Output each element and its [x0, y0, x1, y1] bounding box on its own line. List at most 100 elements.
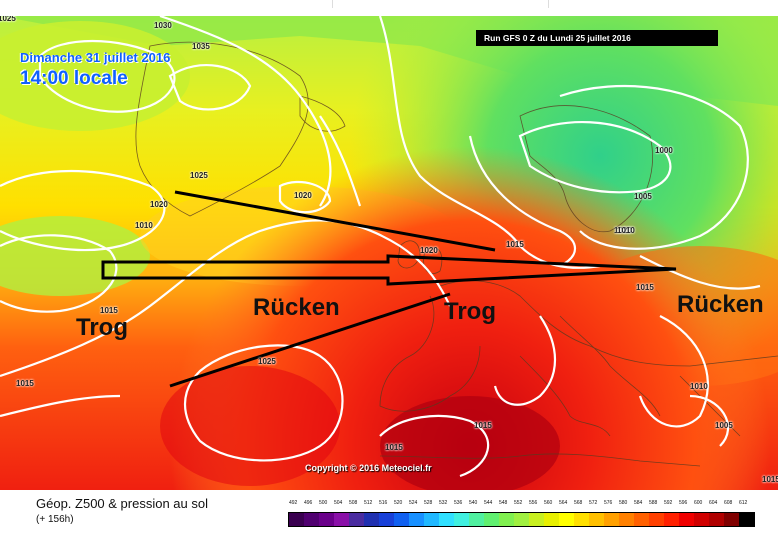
- scale-tick-label: 572: [589, 500, 598, 506]
- color-scale-legend: 492 496 500 504 508 512 516 520 524 528 532 536 540 5…: [288, 500, 756, 527]
- isobar-label: 1025: [258, 357, 276, 366]
- scale-tick-label: 556: [529, 500, 538, 506]
- scale-color-cell: [709, 513, 724, 526]
- scale-color-cell: [574, 513, 589, 526]
- scale-tick-label: 500: [319, 500, 328, 506]
- scale-tick-label: 584: [634, 500, 643, 506]
- scale-color-cell: [739, 513, 754, 526]
- forecast-hour-label: (+ 156h): [36, 514, 74, 525]
- isobar-label: 1010: [135, 221, 153, 230]
- scale-tick-label: 544: [484, 500, 493, 506]
- isobar-label: 1020: [294, 191, 312, 200]
- ridge-label-east: Rücken: [677, 291, 764, 318]
- scale-color-cell: [409, 513, 424, 526]
- scale-color-cell: [514, 513, 529, 526]
- arrow-lines: [101, 190, 677, 388]
- ridge-label-west: Rücken: [253, 294, 340, 321]
- scale-color-cell: [679, 513, 694, 526]
- model-run-label: Run GFS 0 Z du Lundi 25 juillet 2016: [476, 30, 718, 46]
- scale-color-cell: [544, 513, 559, 526]
- scale-color-cell: [649, 513, 664, 526]
- page-right-edge: [778, 16, 782, 541]
- scale-tick-label: 592: [664, 500, 673, 506]
- scale-color-cell: [499, 513, 514, 526]
- scale-tick-label: 608: [724, 500, 733, 506]
- isobar-label: 1005: [634, 192, 652, 201]
- weather-map: Dimanche 31 juillet 2016 14:00 locale 10…: [0, 16, 778, 490]
- isobar-lines: [0, 16, 761, 478]
- scale-tick-label: 552: [514, 500, 523, 506]
- isobar-label: 1010: [690, 382, 708, 391]
- isobar-label: 1005: [715, 421, 733, 430]
- scale-color-cell: [454, 513, 469, 526]
- trough-label-central: Trog: [444, 298, 496, 325]
- scale-tick-label: 516: [379, 500, 388, 506]
- browser-top-strip: [0, 0, 782, 16]
- scale-color-cell: [529, 513, 544, 526]
- scale-tick-label: 536: [454, 500, 463, 506]
- flow-arrow: [101, 254, 677, 286]
- scale-tick-label: 528: [424, 500, 433, 506]
- geopotential-map: [0, 16, 778, 490]
- isobar-label: 1015: [636, 283, 654, 292]
- isobar-label: 1015: [16, 379, 34, 388]
- scale-color-cell: [364, 513, 379, 526]
- scale-color-cell: [289, 513, 304, 526]
- scale-tick-label: 492: [289, 500, 298, 506]
- scale-tick-label: 496: [304, 500, 313, 506]
- isobar-label: 1015: [385, 443, 403, 452]
- isobar-label: 1010: [617, 226, 635, 235]
- coastlines: [135, 41, 778, 467]
- scale-tick-label: 512: [364, 500, 373, 506]
- scale-color-cell: [439, 513, 454, 526]
- scale-color-cell: [319, 513, 334, 526]
- scale-color-cell: [724, 513, 739, 526]
- trough-label-west: Trog: [76, 314, 128, 341]
- scale-color-cell: [394, 513, 409, 526]
- scale-tick-label: 612: [739, 500, 748, 506]
- scale-color-cell: [469, 513, 484, 526]
- scale-color-cell: [589, 513, 604, 526]
- forecast-date-label: Dimanche 31 juillet 2016: [20, 50, 171, 65]
- scale-tick-label: 524: [409, 500, 418, 506]
- scale-tick-label: 568: [574, 500, 583, 506]
- scale-color-bar: [288, 512, 755, 527]
- copyright-text: Copyright © 2016 Meteociel.fr: [305, 463, 432, 473]
- isobar-label: 1015: [100, 306, 118, 315]
- scale-tick-label: 580: [619, 500, 628, 506]
- scale-tick-label: 560: [544, 500, 553, 506]
- lower-divergence-line: [169, 292, 451, 388]
- scale-tick-label: 576: [604, 500, 613, 506]
- upper-divergence-line: [174, 190, 496, 252]
- scale-tick-label: 548: [499, 500, 508, 506]
- isobar-label: 1000: [655, 146, 673, 155]
- scale-color-cell: [664, 513, 679, 526]
- isobar-label: 1025: [0, 16, 16, 23]
- scale-color-cell: [334, 513, 349, 526]
- scale-tick-labels: 492 496 500 504 508 512 516 520 524 528 532 536 540 5…: [288, 500, 756, 510]
- scale-tick-label: 564: [559, 500, 568, 506]
- isobar-label: 1020: [150, 200, 168, 209]
- scale-tick-label: 588: [649, 500, 658, 506]
- isobar-label: 1020: [420, 246, 438, 255]
- top-separator: [332, 0, 333, 8]
- scale-tick-label: 508: [349, 500, 358, 506]
- isobar-label: 1015: [506, 240, 524, 249]
- top-separator: [548, 0, 549, 8]
- scale-color-cell: [559, 513, 574, 526]
- forecast-time-label: 14:00 locale: [20, 68, 128, 89]
- scale-tick-label: 540: [469, 500, 478, 506]
- isobar-label: 1015: [762, 475, 778, 484]
- isobar-label: 1035: [192, 42, 210, 51]
- scale-tick-label: 604: [709, 500, 718, 506]
- scale-color-cell: [604, 513, 619, 526]
- scale-tick-label: 504: [334, 500, 343, 506]
- scale-color-cell: [349, 513, 364, 526]
- isobar-label: 1015: [474, 421, 492, 430]
- scale-color-cell: [619, 513, 634, 526]
- scale-tick-label: 596: [679, 500, 688, 506]
- scale-tick-label: 600: [694, 500, 703, 506]
- isobar-label: 1020: [614, 226, 632, 235]
- scale-color-cell: [379, 513, 394, 526]
- isobar-label: 1025: [190, 171, 208, 180]
